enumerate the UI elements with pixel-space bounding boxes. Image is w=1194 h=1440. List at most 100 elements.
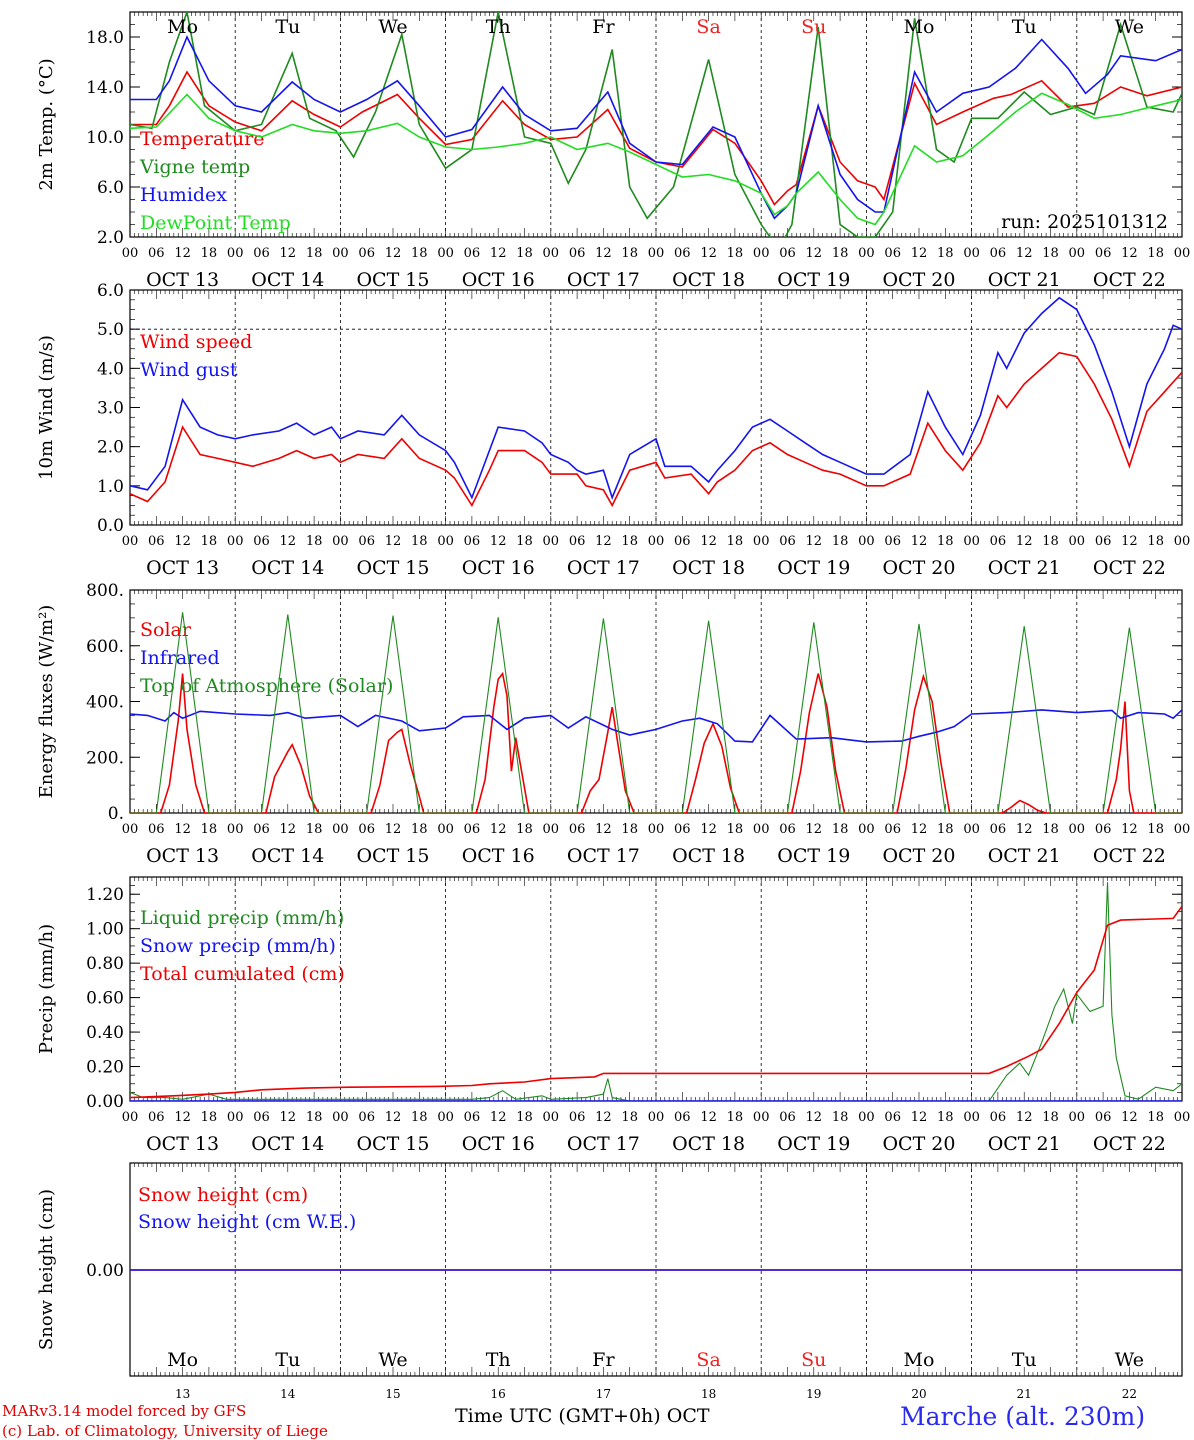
wind-ytick-label: 4.0 <box>97 359 124 379</box>
snow-day-number: 16 <box>491 1387 506 1401</box>
temp-hour-label: 00 <box>963 246 980 261</box>
temp-hour-label: 00 <box>1069 246 1086 261</box>
energy-hour-label: 00 <box>858 822 875 837</box>
wind-hour-label: 12 <box>806 534 823 549</box>
temp-hour-label: 00 <box>648 246 665 261</box>
wind-hour-label: 00 <box>227 534 244 549</box>
wind-legend-item: Wind speed <box>140 331 252 353</box>
precip-hour-label: 18 <box>937 1110 954 1125</box>
precip-hour-label: 00 <box>227 1110 244 1125</box>
wind-date-label: OCT 13 <box>146 557 219 579</box>
temp-hour-label: 00 <box>227 246 244 261</box>
precip-date-label: OCT 22 <box>1093 1133 1166 1155</box>
wind-hour-label: 12 <box>700 534 717 549</box>
wind-hour-label: 18 <box>306 534 323 549</box>
temp-hour-label: 12 <box>1121 246 1138 261</box>
precip-hour-label: 12 <box>806 1110 823 1125</box>
temp-hour-label: 18 <box>201 246 218 261</box>
energy-hour-label: 18 <box>727 822 744 837</box>
wind-date-label: OCT 18 <box>672 557 745 579</box>
precip-hour-label: 12 <box>280 1110 297 1125</box>
weekday-label: Su <box>801 16 826 38</box>
weekday-label: Tu <box>1012 16 1037 38</box>
snow-legend-item: Snow height (cm W.E.) <box>138 1211 356 1233</box>
precip-ytick-label: 0.00 <box>86 1092 124 1112</box>
temp-date-label: OCT 19 <box>777 269 850 291</box>
precip-date-label: OCT 20 <box>882 1133 955 1155</box>
precip-date-label: OCT 15 <box>356 1133 429 1155</box>
snow-day-number: 14 <box>280 1387 296 1401</box>
energy-frame <box>129 589 1183 814</box>
temp-hour-label: 06 <box>464 246 481 261</box>
temp-hour-label: 00 <box>543 246 560 261</box>
precip-hour-label: 18 <box>1042 1110 1059 1125</box>
precip-hour-label: 18 <box>1147 1110 1164 1125</box>
time-axis-month: OCT <box>666 1405 710 1427</box>
wind-hour-label: 12 <box>490 534 507 549</box>
precip-ytick-label: 1.00 <box>86 920 124 940</box>
weekday-label: Fr <box>592 16 615 38</box>
temp-ytick-label: 6.0 <box>97 178 124 198</box>
wind-hour-label: 12 <box>911 534 928 549</box>
precip-date-label: OCT 18 <box>672 1133 745 1155</box>
wind-hour-label: 06 <box>674 534 691 549</box>
precip-series-total-cumulated-cm- <box>130 905 1182 1099</box>
precip-hour-label: 00 <box>858 1110 875 1125</box>
precip-hour-label: 00 <box>1069 1110 1086 1125</box>
precip-legend-item: Total cumulated (cm) <box>140 963 345 985</box>
energy-date-label: OCT 13 <box>146 845 219 867</box>
wind-date-label: OCT 19 <box>777 557 850 579</box>
snow-day-number: 18 <box>701 1387 716 1401</box>
wind-date-label: OCT 22 <box>1093 557 1166 579</box>
wind-hour-label: 00 <box>1174 534 1191 549</box>
wind-ytick-label: 3.0 <box>97 399 124 419</box>
snow-weekday-label: Mo <box>167 1349 198 1371</box>
temp-hour-label: 00 <box>332 246 349 261</box>
precip-hour-label: 06 <box>779 1110 796 1125</box>
precip-hour-label: 00 <box>963 1110 980 1125</box>
wind-hour-label: 06 <box>779 534 796 549</box>
temp-hour-label: 00 <box>858 246 875 261</box>
wind-hour-label: 06 <box>464 534 481 549</box>
wind-hour-label: 00 <box>753 534 770 549</box>
temp-hour-label: 18 <box>937 246 954 261</box>
temp-date-label: OCT 15 <box>356 269 429 291</box>
time-axis-label: Time UTC (GMT+0h) OCT <box>455 1405 710 1427</box>
energy-series-top-of-atmosphere-solar- <box>130 612 1182 813</box>
wind-ylabel: 10m Wind (m/s) <box>36 335 57 480</box>
energy-hour-label: 06 <box>884 822 901 837</box>
energy-hour-label: 12 <box>700 822 717 837</box>
model-credit: MARv3.14 model forced by GFS <box>2 1402 247 1420</box>
precip-hour-label: 06 <box>569 1110 586 1125</box>
wind-hour-label: 00 <box>543 534 560 549</box>
energy-hour-label: 06 <box>148 822 165 837</box>
wind-hour-label: 18 <box>1042 534 1059 549</box>
wind-hour-label: 06 <box>569 534 586 549</box>
wind-hour-label: 18 <box>621 534 638 549</box>
energy-hour-label: 12 <box>385 822 402 837</box>
snow-weekday-label: Fr <box>592 1349 615 1371</box>
wind-hour-label: 18 <box>832 534 849 549</box>
snow-day-number: 20 <box>911 1387 926 1401</box>
energy-hour-label: 18 <box>411 822 428 837</box>
energy-hour-label: 18 <box>832 822 849 837</box>
weekday-label: We <box>1115 16 1144 38</box>
energy-series-solar <box>130 671 1182 813</box>
energy-hour-label: 06 <box>358 822 375 837</box>
wind-ytick-label: 6.0 <box>97 281 124 301</box>
wind-hour-label: 12 <box>595 534 612 549</box>
temp-hour-label: 06 <box>884 246 901 261</box>
energy-date-label: OCT 22 <box>1093 845 1166 867</box>
temp-hour-label: 12 <box>700 246 717 261</box>
temp-date-label: OCT 17 <box>567 269 640 291</box>
energy-hour-label: 00 <box>543 822 560 837</box>
snow-day-number: 22 <box>1122 1387 1137 1401</box>
wind-hour-label: 18 <box>201 534 218 549</box>
energy-hour-label: 06 <box>1095 822 1112 837</box>
temp-hour-label: 12 <box>280 246 297 261</box>
precip-hour-label: 18 <box>621 1110 638 1125</box>
precip-hour-label: 00 <box>753 1110 770 1125</box>
precip-hour-label: 00 <box>332 1110 349 1125</box>
temp-hour-label: 18 <box>1042 246 1059 261</box>
